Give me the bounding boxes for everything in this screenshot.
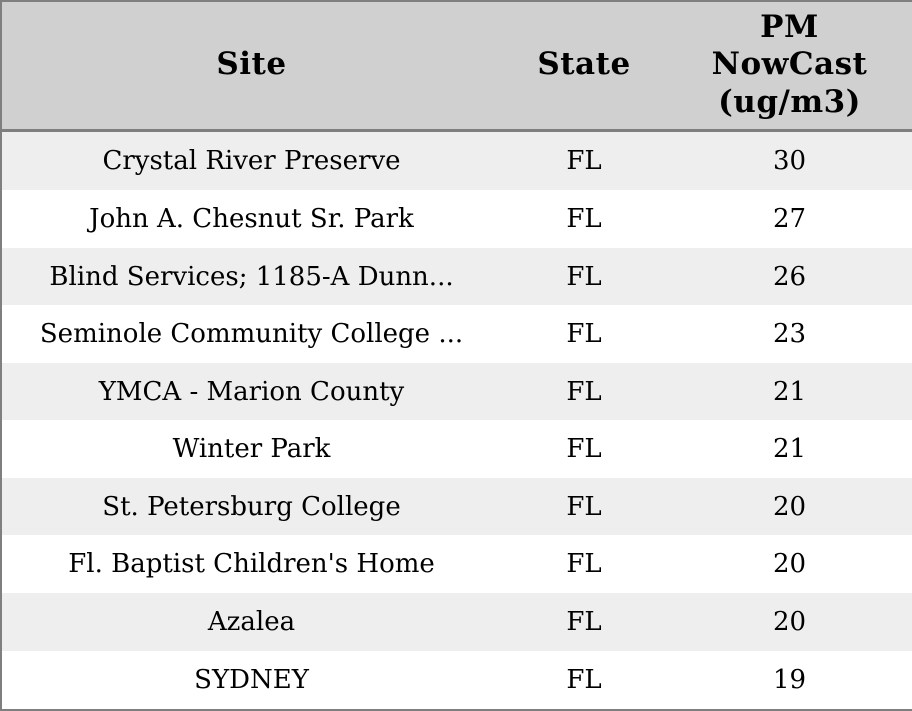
state-cell: FL — [501, 650, 667, 710]
table-row: Crystal River Preserve FL 30 — [1, 130, 912, 191]
state-cell: FL — [501, 362, 667, 421]
table-row: Blind Services; 1185-A Dunn... FL 26 — [1, 247, 912, 306]
column-header-pm-nowcast-label: PM NowCast (ug/m3) — [711, 8, 868, 121]
column-header-site-label: Site — [216, 46, 287, 83]
state-cell: FL — [501, 247, 667, 306]
table-row: YMCA - Marion County FL 21 — [1, 362, 912, 421]
table-body: Crystal River Preserve FL 30 John A. Che… — [1, 130, 912, 710]
site-cell: Azalea — [1, 593, 501, 651]
table-row: St. Petersburg College FL 20 — [1, 477, 912, 536]
table-row: Azalea FL 20 — [1, 593, 912, 651]
state-cell: FL — [501, 477, 667, 536]
column-header-pm-nowcast: PM NowCast (ug/m3) — [667, 1, 912, 132]
table-header: Site State PM NowCast (ug/m3) — [1, 1, 912, 132]
site-cell: John A. Chesnut Sr. Park — [1, 190, 501, 248]
site-cell: YMCA - Marion County — [1, 362, 501, 421]
pm-value-cell: 20 — [667, 593, 912, 651]
pm-value-cell: 19 — [667, 650, 912, 710]
state-cell: FL — [501, 593, 667, 651]
state-cell: FL — [501, 420, 667, 478]
column-header-state-label: State — [537, 46, 631, 83]
pm-value-cell: 21 — [667, 420, 912, 478]
site-cell: Blind Services; 1185-A Dunn... — [1, 247, 501, 306]
state-cell: FL — [501, 190, 667, 248]
pm-value-cell: 21 — [667, 362, 912, 421]
table-row: Fl. Baptist Children's Home FL 20 — [1, 535, 912, 593]
pm-value-cell: 20 — [667, 535, 912, 593]
table-row: SYDNEY FL 19 — [1, 650, 912, 710]
table-row: Winter Park FL 21 — [1, 420, 912, 478]
pm-value-cell: 30 — [667, 130, 912, 191]
table-row: Seminole Community College ... FL 23 — [1, 305, 912, 363]
site-cell: St. Petersburg College — [1, 477, 501, 536]
column-header-state: State — [501, 1, 667, 132]
site-cell: Crystal River Preserve — [1, 130, 501, 191]
pm-value-cell: 27 — [667, 190, 912, 248]
state-cell: FL — [501, 535, 667, 593]
pm-value-cell: 20 — [667, 477, 912, 536]
table-row: John A. Chesnut Sr. Park FL 27 — [1, 190, 912, 248]
state-cell: FL — [501, 305, 667, 363]
site-cell: Winter Park — [1, 420, 501, 478]
site-cell: Seminole Community College ... — [1, 305, 501, 363]
pm-value-cell: 23 — [667, 305, 912, 363]
header-row: Site State PM NowCast (ug/m3) — [1, 1, 912, 132]
column-header-site: Site — [1, 1, 501, 132]
pm-value-cell: 26 — [667, 247, 912, 306]
site-cell: Fl. Baptist Children's Home — [1, 535, 501, 593]
site-cell: SYDNEY — [1, 650, 501, 710]
state-cell: FL — [501, 130, 667, 191]
